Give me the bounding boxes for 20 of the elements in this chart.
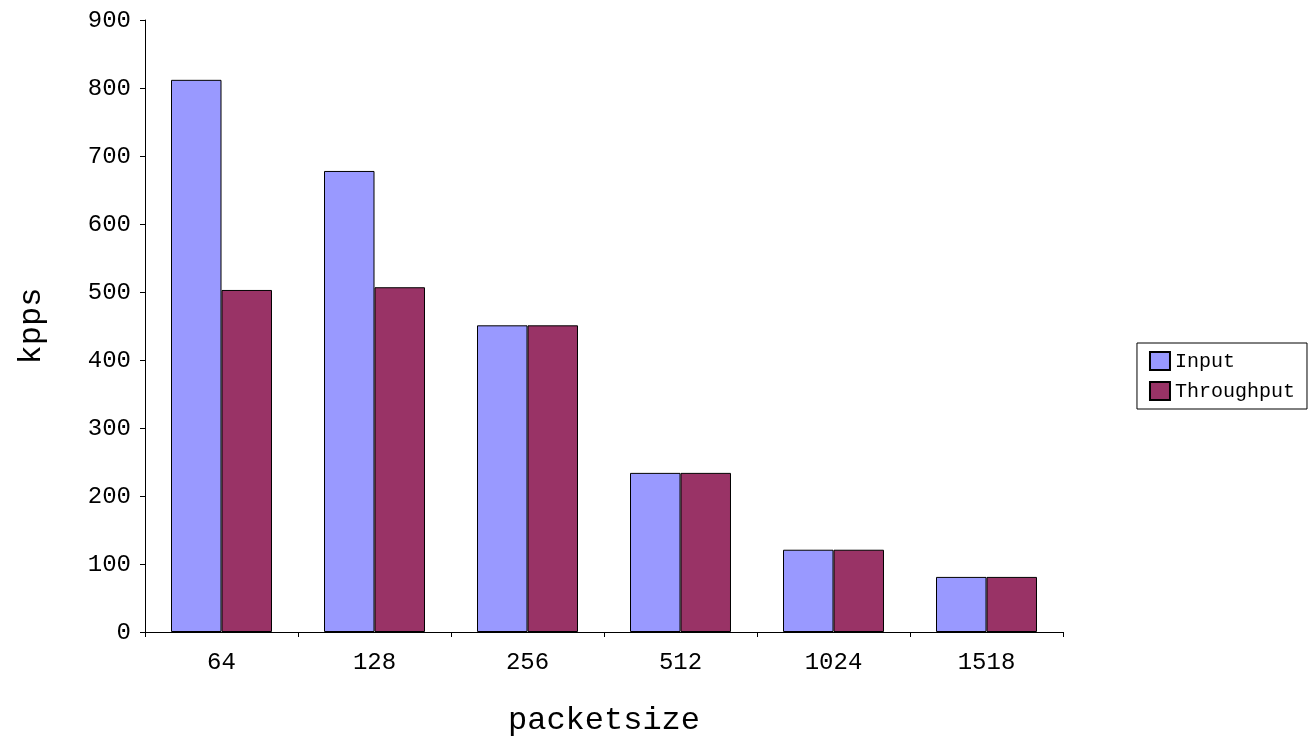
x-tick-label: 128 [352,648,397,676]
y-tick-label: 600 [87,210,131,238]
y-tick-label: 700 [87,142,131,170]
x-tick-label: 1518 [957,648,1016,676]
y-tick-label: 400 [87,346,131,374]
y-tick-label: 200 [87,482,131,510]
legend-label: Throughput [1174,379,1296,403]
y-tick-label: 500 [87,278,131,306]
x-tick-label: 1024 [804,648,863,676]
x-axis-title: packetsize [507,701,701,739]
y-tick-label: 0 [116,618,131,646]
y-tick-label: 300 [87,414,131,442]
x-tick-label: 512 [658,648,703,676]
x-tick-label: 64 [207,648,236,676]
y-tick-label: 800 [87,74,131,102]
y-tick-label: 100 [87,550,131,578]
x-tick-label: 256 [505,648,550,676]
y-tick-label: 900 [87,6,131,34]
y-axis-title: kpps [12,287,50,365]
legend-label: Input [1174,349,1235,373]
